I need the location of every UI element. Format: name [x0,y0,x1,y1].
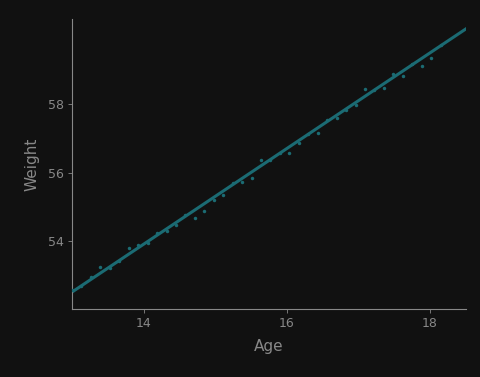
Point [68,287,76,293]
Point [163,228,170,234]
X-axis label: Age: Age [254,339,284,354]
Point [106,265,114,271]
Y-axis label: Weight: Weight [24,137,39,191]
Point [437,42,444,48]
Point [248,175,255,181]
Point [87,274,95,280]
Point [153,230,161,236]
Point [286,150,293,156]
Point [125,245,132,251]
Point [389,71,397,77]
Point [134,242,142,248]
Point [219,192,227,198]
Point [191,215,199,221]
Point [371,87,378,93]
Point [238,179,246,185]
Point [257,157,265,163]
Point [361,86,369,92]
Point [144,241,152,247]
Point [295,140,303,146]
Point [324,117,331,123]
Point [172,222,180,228]
Point [314,130,322,136]
Point [427,55,435,61]
Point [181,212,189,218]
Point [380,85,388,91]
Point [352,102,360,108]
Point [115,259,123,265]
Point [399,73,407,79]
Point [304,131,312,137]
Point [276,150,284,156]
Point [201,208,208,214]
Point [408,61,416,67]
Point [418,63,425,69]
Point [96,264,104,270]
Point [78,283,85,289]
Point [229,181,237,187]
Point [210,197,217,203]
Point [266,157,274,163]
Point [342,107,350,113]
Point [333,115,340,121]
